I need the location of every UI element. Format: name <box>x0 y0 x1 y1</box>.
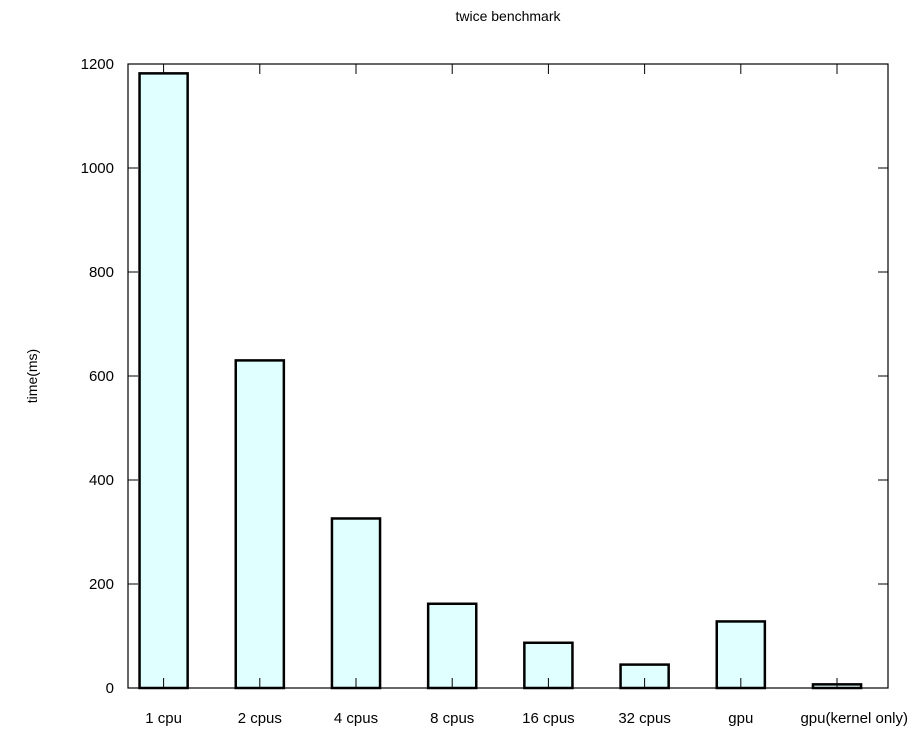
y-tick-label: 800 <box>89 264 114 281</box>
y-axis: 0 200 400 600 800 1000 1200 <box>81 56 888 697</box>
bar <box>330 517 382 690</box>
bar <box>426 602 478 690</box>
y-tick-label: 1200 <box>81 56 114 73</box>
x-tick-label: 2 cpus <box>238 710 282 727</box>
y-tick-label: 1000 <box>81 160 114 177</box>
bar <box>234 359 286 690</box>
y-axis-label: time(ms) <box>24 349 40 403</box>
x-tick-label: gpu(kernel only) <box>800 710 908 727</box>
x-axis: 1 cpu 2 cpus 4 cpus 8 cpus 16 cpus 32 cpus gpu… <box>145 64 908 727</box>
x-tick-label: 8 cpus <box>430 710 474 727</box>
bars <box>138 72 863 690</box>
y-tick-label: 600 <box>89 368 114 385</box>
y-tick-label: 0 <box>106 680 114 697</box>
bar <box>715 620 767 690</box>
x-tick-label: gpu <box>728 710 753 727</box>
x-tick-label: 1 cpu <box>145 710 182 727</box>
bar <box>523 641 574 690</box>
x-tick-label: 16 cpus <box>522 710 575 727</box>
x-tick-label: 4 cpus <box>334 710 378 727</box>
y-tick-label: 200 <box>89 576 114 593</box>
chart-title: twice benchmark <box>455 8 561 24</box>
x-tick-label: 32 cpus <box>618 710 671 727</box>
bar <box>138 72 189 690</box>
y-tick-label: 400 <box>89 472 114 489</box>
